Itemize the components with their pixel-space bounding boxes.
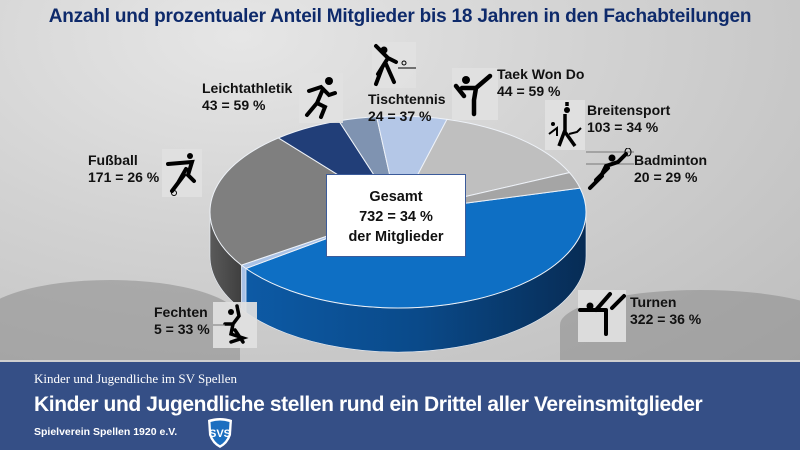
slice-name: Leichtathletik bbox=[202, 80, 293, 96]
gymnast-icon bbox=[578, 290, 626, 342]
slice-value: 44 = 59 % bbox=[497, 83, 561, 99]
slice-value: 103 = 34 % bbox=[587, 119, 659, 135]
slice-label-breitensport: Breitensport 103 = 34 % bbox=[587, 102, 670, 136]
slice-name: Turnen bbox=[630, 294, 677, 310]
slice-value: 5 = 33 % bbox=[154, 321, 210, 337]
slice-name: Breitensport bbox=[587, 102, 671, 118]
footer-banner: Kinder und Jugendliche im SV Spellen Kin… bbox=[0, 362, 800, 450]
slice-value: 20 = 29 % bbox=[634, 169, 698, 185]
slice-name: Fechten bbox=[154, 304, 208, 320]
slice-value: 171 = 26 % bbox=[88, 169, 160, 185]
chart-title: Anzahl und prozentualer Anteil Mitgliede… bbox=[48, 6, 752, 27]
badminton-icon bbox=[586, 148, 634, 192]
slice-label-leichtathletik: Leichtathletik 43 = 59 % bbox=[202, 80, 292, 114]
slice-name: Taek Won Do bbox=[497, 66, 585, 82]
slice-label-taekwondo: Taek Won Do 44 = 59 % bbox=[497, 66, 584, 100]
slice-value: 322 = 36 % bbox=[630, 311, 702, 327]
recreational-sports-icon bbox=[545, 100, 585, 150]
slice-label-fechten: Fechten 5 = 33 % bbox=[154, 304, 210, 338]
background-tree bbox=[0, 280, 240, 360]
martial-arts-icon bbox=[452, 68, 498, 120]
soccer-player-icon bbox=[162, 149, 202, 197]
club-logo-icon: SVS bbox=[208, 418, 232, 448]
total-box: Gesamt 732 = 34 % der Mitglieder bbox=[326, 174, 466, 257]
runner-icon bbox=[299, 73, 343, 123]
table-tennis-icon bbox=[372, 42, 416, 88]
total-subtext: der Mitglieder bbox=[348, 229, 444, 245]
slice-label-badminton: Badminton 20 = 29 % bbox=[634, 152, 707, 186]
club-logo-text: SVS bbox=[209, 428, 231, 440]
total-heading: Gesamt bbox=[369, 189, 423, 205]
total-value: 732 = 34 % bbox=[359, 209, 433, 225]
fencer-icon bbox=[213, 302, 257, 348]
slice-value: 24 = 37 % bbox=[368, 108, 432, 124]
pie-slice-fussball bbox=[209, 137, 400, 266]
footer-headline: Kinder und Jugendliche stellen rund ein … bbox=[34, 393, 703, 416]
slice-label-turnen: Turnen 322 = 36 % bbox=[630, 294, 701, 328]
slice-label-tischtennis: Tischtennis 24 = 37 % bbox=[368, 91, 446, 125]
slice-name: Tischtennis bbox=[368, 91, 446, 107]
slice-label-fussball: Fußball 171 = 26 % bbox=[88, 152, 159, 186]
slice-name: Fußball bbox=[88, 152, 138, 168]
footer-club-name: Spielverein Spellen 1920 e.V. bbox=[34, 426, 178, 438]
footer-subtitle: Kinder und Jugendliche im SV Spellen bbox=[34, 371, 238, 386]
slice-value: 43 = 59 % bbox=[202, 97, 266, 113]
slice-name: Badminton bbox=[634, 152, 708, 168]
